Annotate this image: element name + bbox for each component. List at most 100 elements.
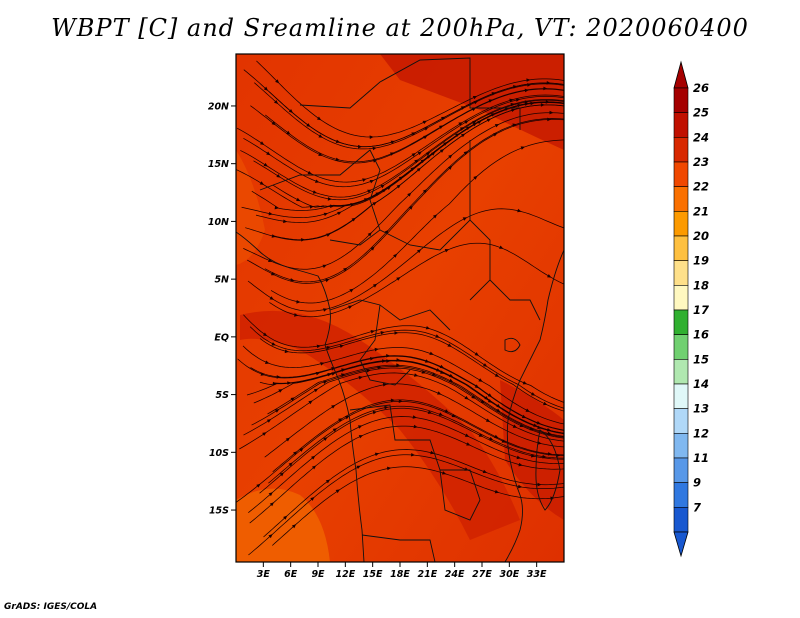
streamline	[237, 355, 564, 431]
streamline-arrowhead	[430, 450, 435, 455]
streamline-arrowhead	[425, 151, 431, 156]
streamline	[263, 449, 564, 538]
streamline-arrowhead	[410, 452, 416, 457]
streamline-arrowhead	[389, 152, 395, 156]
streamline-arrowhead	[349, 288, 354, 293]
streamline-arrowhead	[312, 190, 318, 194]
streamline-arrowhead	[306, 123, 311, 127]
streamline-arrowhead	[439, 364, 445, 369]
streamline-arrowhead	[447, 343, 452, 347]
streamline-arrowhead	[315, 371, 321, 376]
streamline	[239, 372, 564, 450]
streamline-arrowhead	[396, 363, 401, 367]
streamline	[254, 82, 564, 150]
streamline-arrowhead	[491, 113, 496, 117]
streamline-arrowhead	[263, 86, 268, 91]
streamline-arrowhead	[366, 369, 371, 373]
border-south-1	[349, 404, 481, 501]
streamline-arrowhead	[478, 378, 483, 382]
streamline-arrowhead	[335, 139, 341, 144]
streamline-arrowhead	[444, 409, 449, 413]
streamline-arrowhead	[384, 405, 389, 410]
streamline-arrowhead	[308, 400, 313, 405]
colorbar-bottom-arrow	[673, 531, 689, 558]
streamline	[248, 416, 564, 513]
streamline	[240, 99, 564, 198]
streamline-arrowhead	[356, 465, 361, 470]
lat-tick-label: 15S	[209, 506, 229, 517]
streamline-arrowhead	[362, 178, 367, 182]
streamline-arrowhead	[547, 274, 552, 278]
streamline-arrowhead	[338, 418, 343, 422]
wbpt-warm-region-band	[240, 310, 520, 540]
streamline-arrowhead	[271, 234, 276, 238]
streamline-arrowhead	[521, 414, 527, 419]
colorbar-label: 25	[693, 106, 709, 120]
colorbar-label: 18	[693, 278, 709, 292]
streamline-arrowhead	[285, 437, 290, 442]
streamline-arrowhead	[327, 197, 332, 201]
streamline-arrowhead	[331, 405, 336, 409]
streamline-arrowhead	[358, 435, 364, 439]
streamline-arrowhead	[477, 120, 482, 125]
colorbar-swatch	[673, 285, 689, 311]
streamline-arrowhead	[296, 197, 301, 202]
streamline-arrowhead	[396, 358, 401, 362]
lon-tick-label: 27E	[472, 569, 492, 580]
streamline-arrowhead	[318, 134, 323, 138]
streamline-arrowhead	[420, 159, 425, 164]
streamline-arrowhead	[266, 419, 272, 423]
streamline-arrowhead	[489, 436, 494, 441]
streamline-arrowhead	[441, 116, 446, 121]
streamline-arrowhead	[390, 140, 395, 145]
wbpt-field	[236, 54, 564, 562]
streamline-arrowhead	[263, 162, 268, 167]
streamline-arrowhead	[537, 425, 542, 430]
colorbar-label: 16	[693, 328, 709, 342]
streamline-arrowhead	[276, 375, 281, 379]
streamline-arrowhead	[396, 184, 401, 189]
border-central-3	[329, 299, 451, 331]
streamline-arrowhead	[437, 391, 442, 395]
streamline-arrowhead	[357, 425, 363, 429]
streamline-arrowhead	[543, 401, 548, 406]
border-south-2	[361, 534, 436, 562]
streamline	[253, 360, 564, 435]
streamline-arrowhead	[369, 356, 375, 361]
streamline-arrowhead	[372, 146, 377, 151]
streamline-arrowhead	[380, 184, 385, 189]
streamline-arrowhead	[509, 98, 514, 103]
streamline-arrowhead	[348, 305, 353, 309]
streamline	[249, 326, 564, 409]
streamline-arrowhead	[435, 334, 440, 338]
streamline-arrowhead	[424, 359, 430, 363]
streamline-arrowhead	[310, 497, 315, 501]
streamline-arrowhead	[480, 399, 485, 404]
streamline-arrowhead	[386, 186, 391, 190]
streamline	[251, 366, 564, 438]
colorbar-label: 22	[693, 180, 709, 194]
colorbar-swatch	[673, 433, 689, 459]
streamline-arrowhead	[460, 133, 466, 138]
streamline-arrowhead	[416, 249, 422, 254]
streamline-arrowhead	[276, 173, 281, 178]
streamline-arrowhead	[394, 331, 399, 335]
streamline-arrowhead	[512, 424, 518, 428]
colorbar-label: 12	[693, 426, 709, 440]
streamline	[248, 454, 564, 556]
colorbar-label: 19	[693, 254, 709, 268]
streamline-arrowhead	[374, 452, 380, 457]
streamline-arrowhead	[448, 165, 453, 170]
streamline-arrowhead	[482, 363, 488, 367]
colorbar-label: 26	[693, 81, 709, 95]
streamline-arrowhead	[542, 454, 547, 459]
streamline-arrowhead	[436, 368, 441, 372]
streamline-arrowhead	[259, 181, 264, 185]
colorbar-swatch	[673, 383, 689, 409]
streamline-arrowhead	[326, 346, 331, 350]
border-west-sahel	[259, 149, 381, 246]
streamline	[269, 242, 564, 318]
streamline-arrowhead	[294, 313, 299, 317]
streamline-arrowhead	[429, 351, 434, 355]
streamline-arrowhead	[358, 144, 363, 149]
